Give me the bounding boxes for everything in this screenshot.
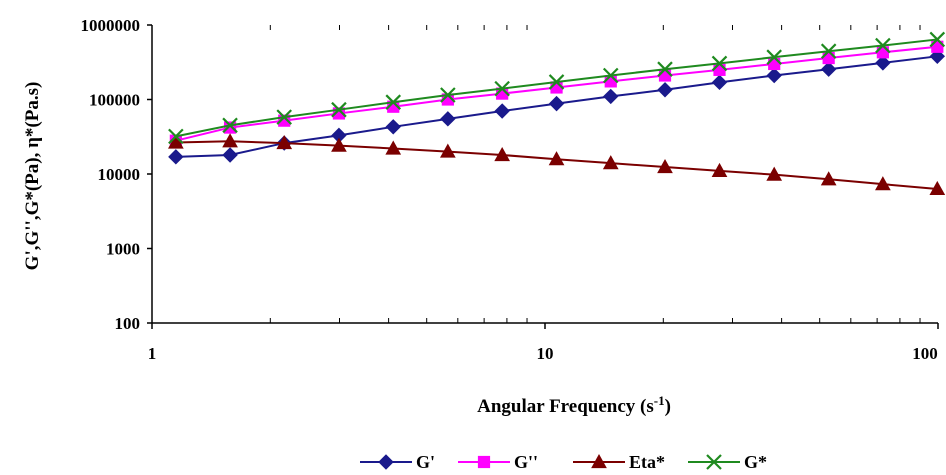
data-point bbox=[550, 81, 563, 94]
data-point bbox=[278, 114, 291, 127]
x-marker-stroke bbox=[820, 43, 837, 59]
data-point bbox=[929, 180, 946, 196]
data-point bbox=[875, 55, 891, 71]
x-marker-stroke bbox=[706, 454, 722, 470]
data-point bbox=[222, 147, 238, 163]
legend-item: G* bbox=[688, 452, 767, 472]
data-point bbox=[657, 61, 673, 77]
legend-label: G* bbox=[744, 452, 767, 472]
x-axis-title-end: ) bbox=[665, 396, 671, 417]
data-point bbox=[711, 162, 728, 178]
x-marker-stroke bbox=[766, 49, 782, 65]
data-point bbox=[276, 109, 293, 125]
data-point bbox=[331, 101, 347, 118]
data-point bbox=[222, 117, 238, 134]
data-point bbox=[331, 137, 347, 152]
data-point bbox=[385, 119, 401, 135]
legend-label: G' bbox=[416, 452, 435, 472]
data-point bbox=[440, 87, 456, 103]
axes bbox=[147, 24, 939, 329]
x-axis-title-sup: -1 bbox=[654, 393, 665, 408]
data-point bbox=[168, 149, 184, 165]
x-tick-label: 10 bbox=[537, 344, 554, 363]
legend-marker bbox=[477, 455, 491, 469]
series-g*-3 bbox=[168, 31, 946, 145]
data-point bbox=[332, 107, 346, 120]
x-marker-stroke bbox=[440, 87, 456, 103]
data-point bbox=[657, 159, 673, 174]
y-tick-label: 1000000 bbox=[81, 16, 141, 35]
x-marker-stroke bbox=[929, 31, 946, 48]
data-point bbox=[820, 171, 837, 186]
tick-labels: 100 1000 10000 100000 1000000 1 10 100 bbox=[81, 16, 938, 363]
series-layer bbox=[168, 31, 946, 196]
data-point bbox=[766, 67, 782, 84]
x-marker-stroke bbox=[385, 94, 402, 110]
x-axis-title-main: Angular Frequency (s bbox=[477, 396, 654, 417]
x-marker-stroke bbox=[875, 37, 891, 54]
data-point bbox=[820, 61, 837, 77]
data-point bbox=[440, 143, 456, 158]
x-marker-stroke bbox=[657, 61, 673, 77]
y-tick-label: 100000 bbox=[89, 91, 140, 110]
y-tick-label: 100 bbox=[115, 314, 141, 333]
legend-item: Eta* bbox=[573, 452, 665, 472]
x-marker-stroke bbox=[711, 55, 728, 72]
x-marker-stroke bbox=[548, 74, 565, 90]
data-point bbox=[494, 103, 510, 119]
data-point bbox=[602, 67, 619, 84]
data-point bbox=[385, 94, 402, 110]
data-point bbox=[548, 151, 565, 166]
series-eta*-2 bbox=[168, 133, 946, 196]
series-g-1 bbox=[169, 40, 944, 147]
x-axis-title: Angular Frequency (s-1) bbox=[477, 393, 671, 418]
legend-label: G'' bbox=[514, 452, 538, 472]
data-point bbox=[766, 166, 783, 181]
data-point bbox=[820, 43, 837, 59]
legend-marker bbox=[706, 454, 722, 470]
x-marker-stroke bbox=[276, 109, 293, 125]
data-point bbox=[548, 74, 565, 90]
legend-marker bbox=[378, 454, 394, 470]
data-point bbox=[223, 121, 237, 134]
data-point bbox=[494, 80, 510, 97]
data-point bbox=[494, 146, 511, 162]
x-marker-stroke bbox=[494, 80, 510, 97]
data-point bbox=[875, 176, 891, 191]
data-point bbox=[604, 75, 617, 88]
data-point bbox=[385, 140, 402, 155]
data-point bbox=[931, 40, 944, 53]
data-point bbox=[603, 88, 619, 105]
y-tick-label: 10000 bbox=[98, 165, 141, 184]
data-point bbox=[222, 133, 238, 148]
legend: G' G'' Eta* G* bbox=[360, 452, 767, 472]
x-tick-label: 1 bbox=[148, 344, 157, 363]
x-marker-stroke bbox=[168, 128, 184, 145]
x-marker-stroke bbox=[222, 117, 238, 134]
y-axis-title: G',G'',G*(Pa), η*(Pa.s) bbox=[22, 82, 43, 271]
x-marker-stroke bbox=[602, 67, 619, 84]
data-point bbox=[711, 55, 728, 72]
data-point bbox=[276, 135, 293, 150]
series-g-0 bbox=[168, 48, 946, 165]
x-tick-label: 100 bbox=[912, 344, 938, 363]
legend-item: G'' bbox=[458, 452, 538, 472]
data-point bbox=[875, 37, 891, 54]
legend-marker bbox=[591, 453, 607, 469]
data-point bbox=[929, 31, 946, 48]
data-point bbox=[602, 155, 619, 170]
legend-item: G' bbox=[360, 452, 435, 472]
data-point bbox=[548, 95, 565, 112]
y-tick-label: 1000 bbox=[106, 240, 140, 259]
data-point bbox=[440, 111, 456, 127]
data-point bbox=[766, 49, 782, 65]
legend-label: Eta* bbox=[629, 452, 665, 472]
data-point bbox=[711, 74, 728, 91]
data-point bbox=[168, 134, 184, 149]
data-point bbox=[658, 69, 672, 82]
data-point bbox=[657, 82, 673, 98]
data-point bbox=[168, 128, 184, 145]
x-marker-stroke bbox=[331, 101, 347, 118]
